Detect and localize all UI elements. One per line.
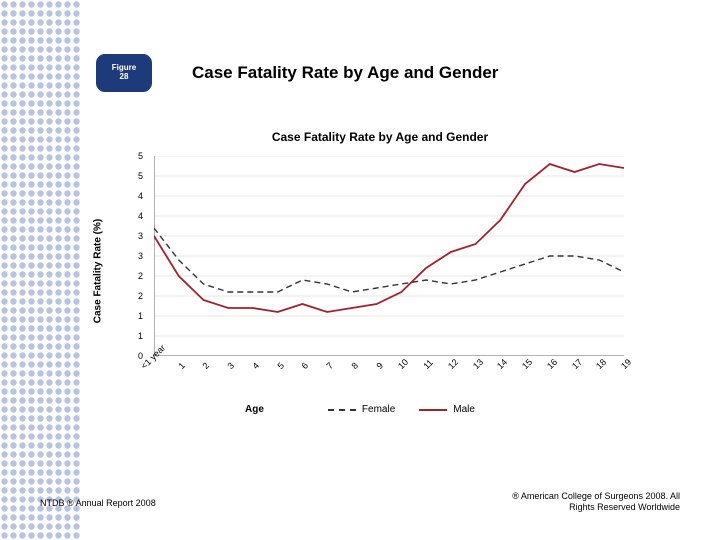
x-axis-label: Age [245, 404, 264, 415]
y-tick-label: 4 [138, 191, 143, 201]
y-tick-label: 2 [138, 291, 143, 301]
chart-container: Case Fatality Rate by Age and Gender Cas… [120, 130, 640, 386]
page-title: Case Fatality Rate by Age and Gender [192, 63, 498, 83]
chart-area: Case Fatality Rate (%) 01122334455<1 yea… [120, 156, 640, 386]
legend-label: Male [453, 404, 475, 415]
legend-swatch [419, 409, 447, 411]
x-tick-label: 16 [545, 357, 559, 371]
figure-badge-line2: 28 [120, 73, 129, 82]
footer-left: NTDB ® Annual Report 2008 [40, 498, 156, 508]
series-female [154, 228, 624, 292]
y-tick-label: 3 [138, 231, 143, 241]
y-axis-label: Case Fatality Rate (%) [93, 219, 104, 323]
y-tick-label: 5 [138, 151, 143, 161]
x-tick-label: 4 [250, 360, 261, 371]
y-tick-label: 5 [138, 171, 143, 181]
chart-plot [154, 156, 624, 356]
x-tick-label: 11 [421, 357, 435, 371]
chart-legend: Female Male [328, 404, 475, 415]
x-tick-label: 12 [446, 357, 460, 371]
y-tick-label: 3 [138, 251, 143, 261]
x-tick-label: 8 [349, 360, 360, 371]
legend-item-female: Female [328, 404, 395, 415]
x-tick-label: 9 [374, 360, 385, 371]
y-tick-label: 1 [138, 311, 143, 321]
x-tick-label: 17 [570, 357, 584, 371]
y-tick-label: 2 [138, 271, 143, 281]
legend-label: Female [362, 404, 395, 415]
x-tick-label: 5 [275, 360, 286, 371]
x-tick-label: 2 [201, 360, 212, 371]
x-tick-label: 3 [226, 360, 237, 371]
x-tick-label: 1 [176, 360, 187, 371]
y-tick-label: 4 [138, 211, 143, 221]
chart-title: Case Fatality Rate by Age and Gender [120, 130, 640, 144]
x-tick-label: 19 [619, 357, 633, 371]
legend-item-male: Male [419, 404, 475, 415]
x-tick-label: 14 [495, 357, 509, 371]
footer-right-line2: Rights Reserved Worldwide [512, 502, 680, 514]
x-tick-label: 18 [594, 357, 608, 371]
x-tick-label: 6 [300, 360, 311, 371]
series-male [154, 164, 624, 312]
x-tick-label: 10 [396, 357, 410, 371]
y-tick-label: 1 [138, 331, 143, 341]
footer-right: ® American College of Surgeons 2008. All… [512, 491, 680, 514]
figure-badge: Figure 28 [96, 54, 152, 92]
header-row: Figure 28 Case Fatality Rate by Age and … [96, 54, 498, 92]
decorative-dot-strip [0, 0, 82, 540]
x-tick-label: 15 [520, 357, 534, 371]
page-root: Figure 28 Case Fatality Rate by Age and … [0, 0, 720, 540]
legend-swatch [328, 409, 356, 411]
x-tick-label: 7 [325, 360, 336, 371]
x-axis-row: Age Female Male [0, 404, 720, 415]
footer-right-line1: ® American College of Surgeons 2008. All [512, 491, 680, 503]
x-tick-label: 13 [471, 357, 485, 371]
